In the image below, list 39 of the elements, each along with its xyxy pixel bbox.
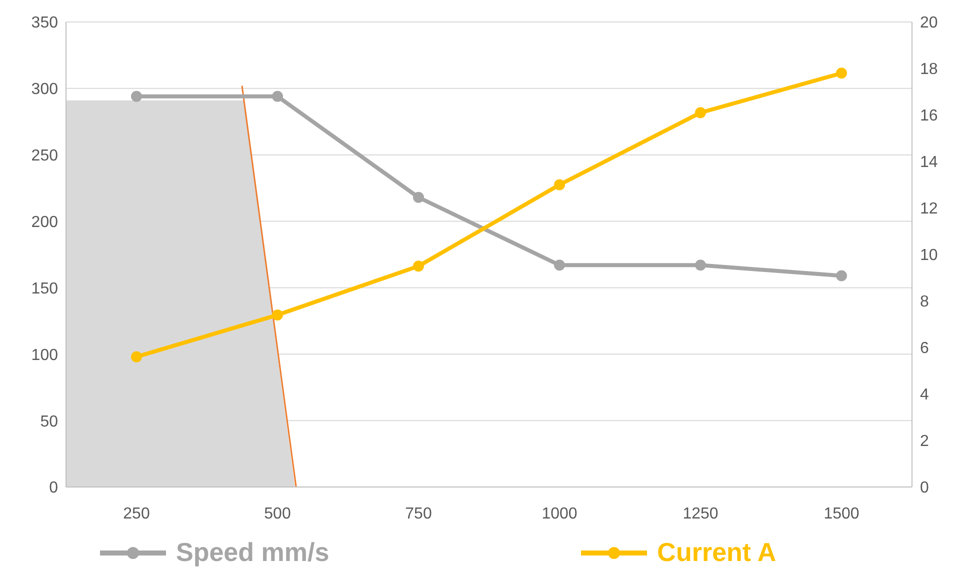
point [554,260,565,271]
y-tick-label: 250 [31,148,58,165]
point [836,68,847,79]
point [554,179,565,190]
y2-tick-label: 8 [920,294,929,311]
y2-tick-label: 10 [920,247,938,264]
point [836,270,847,282]
x-tick-label: 250 [123,505,150,522]
legend-label: Speed mm/s [176,537,330,568]
legend-label: Current A [657,537,776,568]
y2-tick-label: 6 [920,340,929,358]
point [131,351,142,362]
point [413,192,424,203]
point [131,90,142,102]
point [413,260,424,272]
x-tick-label: 1500 [824,505,860,522]
y2-tick-label: 16 [920,108,938,125]
y2-tick-label: 0 [920,480,929,497]
y2-tick-label: 14 [920,154,938,172]
y-tick-label: 200 [31,214,58,231]
point [272,309,283,320]
y-tick-label: 100 [31,346,58,364]
y-tick-label: 350 [31,14,58,32]
point [272,90,283,102]
point [695,260,706,271]
y2-tick-label: 2 [920,433,929,450]
y2-tick-label: 12 [920,200,938,218]
x-tick-label: 1250 [682,505,718,522]
y2-tick-label: 18 [920,61,938,78]
y-tick-label: 150 [31,280,58,298]
y-tick-label: 0 [49,480,58,497]
x-tick-label: 500 [264,505,291,522]
x-tick-label: 1000 [542,505,578,522]
y2-tick-label: 4 [920,386,929,404]
y-tick-label: 50 [40,413,58,430]
x-tick-label: 750 [405,505,432,522]
y-tick-label: 300 [31,81,58,98]
point [695,107,706,118]
y2-tick-label: 20 [920,14,938,32]
